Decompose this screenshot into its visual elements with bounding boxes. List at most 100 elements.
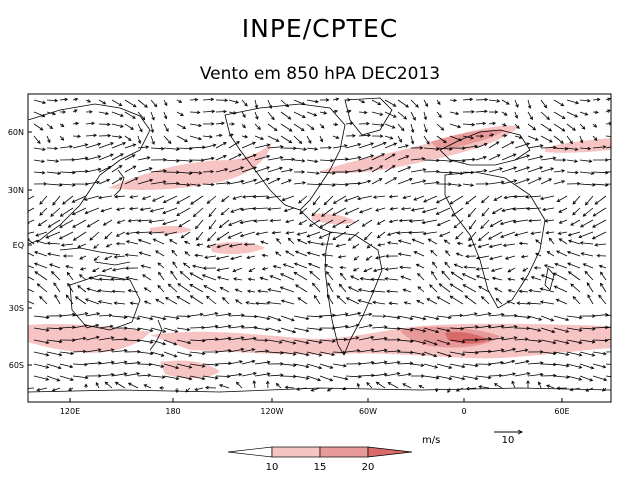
wind-vector — [490, 267, 503, 273]
wind-vector — [74, 296, 87, 305]
wind-vector — [157, 262, 165, 269]
wind-vector — [371, 111, 384, 116]
wind-vector — [111, 135, 123, 139]
wind-vector — [241, 336, 257, 341]
wind-vector — [150, 339, 167, 346]
wind-vector — [189, 97, 199, 102]
wind-vector — [184, 251, 191, 257]
wind-vector — [579, 171, 595, 176]
wind-vector — [206, 195, 217, 204]
wind-vector — [234, 288, 243, 293]
wind-vector — [306, 339, 323, 344]
wind-vector — [546, 384, 555, 389]
wind-vector — [259, 276, 269, 281]
wind-vector — [293, 315, 310, 321]
wind-vector — [267, 166, 283, 173]
wind-vector — [216, 231, 230, 241]
wind-vector — [293, 351, 310, 357]
wind-vector — [37, 219, 48, 226]
wind-vector — [384, 99, 397, 107]
wind-vector — [449, 98, 458, 103]
latitude-axis: 60N 30N EQ 30S 60S — [8, 128, 32, 370]
outline-central-america — [299, 209, 331, 233]
wind-vector — [429, 284, 438, 293]
wind-vector — [124, 154, 136, 161]
wind-vector — [267, 155, 284, 161]
wind-vector — [377, 243, 386, 247]
wind-vector — [176, 123, 187, 129]
wind-vector — [254, 327, 270, 332]
wind-vector — [178, 219, 191, 228]
wind-vector — [512, 207, 529, 211]
outline-north-america — [224, 103, 346, 211]
wind-vector — [525, 195, 542, 199]
wind-vector — [345, 348, 361, 353]
wind-vector — [579, 146, 592, 151]
wind-vector — [418, 385, 425, 389]
wind-vector — [297, 297, 308, 305]
chart-title: INPE/CPTEC — [241, 14, 399, 43]
wind-vector — [594, 195, 607, 205]
wind-vector — [265, 195, 282, 200]
wind-vector — [397, 144, 409, 149]
wind-vector — [71, 207, 87, 216]
wind-vector — [176, 339, 192, 345]
wind-vector — [293, 327, 310, 333]
wind-vector — [306, 135, 312, 144]
wind-vector — [102, 219, 113, 226]
wind-vector — [345, 297, 360, 305]
wind-vector — [449, 351, 466, 357]
wind-vector — [388, 301, 399, 306]
wind-vector — [507, 289, 516, 293]
wind-vector — [358, 121, 370, 126]
wind-vector — [540, 156, 557, 161]
wind-vector — [306, 327, 323, 332]
wind-vector — [592, 338, 609, 343]
wind-vector — [271, 230, 282, 235]
wind-vector — [397, 252, 412, 257]
wind-vector — [280, 111, 292, 120]
wind-vector — [46, 123, 54, 130]
wind-vector — [143, 384, 152, 389]
wind-vector — [542, 207, 555, 212]
wind-vector — [137, 238, 152, 245]
wind-vector — [59, 351, 75, 356]
wind-vector — [397, 99, 409, 108]
wind-vector — [432, 261, 438, 269]
wind-vector — [403, 301, 412, 305]
wind-vector — [397, 166, 412, 173]
wind-vector — [203, 285, 217, 293]
wind-vector — [384, 177, 398, 185]
wind-vector — [243, 242, 256, 247]
wind-vector — [230, 255, 243, 261]
wind-vector — [514, 359, 530, 365]
wind-vector — [33, 182, 48, 186]
wind-vector — [241, 178, 258, 185]
wind-vector — [85, 335, 100, 341]
wind-vector — [501, 347, 517, 353]
wind-vector — [572, 207, 581, 216]
wind-vector — [129, 301, 139, 306]
wind-vector — [248, 267, 256, 272]
wind-vector — [566, 363, 583, 369]
wind-vector — [545, 230, 555, 235]
lon-label: 60W — [359, 407, 377, 416]
wind-vector — [556, 250, 568, 257]
wind-vector — [254, 338, 269, 343]
wind-vector — [189, 171, 203, 175]
lon-label: 120W — [260, 407, 283, 416]
wind-vector — [553, 339, 570, 345]
wind-vector — [139, 207, 152, 212]
wind-vector — [150, 315, 167, 321]
wind-vector — [149, 207, 165, 213]
wind-vector — [72, 375, 89, 380]
wind-vector — [345, 133, 356, 138]
wind-vector — [111, 372, 128, 377]
wind-vector — [228, 133, 234, 137]
wind-vector — [344, 207, 360, 215]
wind-vector — [540, 167, 555, 173]
wind-vector — [553, 315, 570, 322]
wind-vector — [417, 286, 425, 293]
wind-vector — [176, 195, 191, 204]
wind-vector — [162, 195, 178, 204]
